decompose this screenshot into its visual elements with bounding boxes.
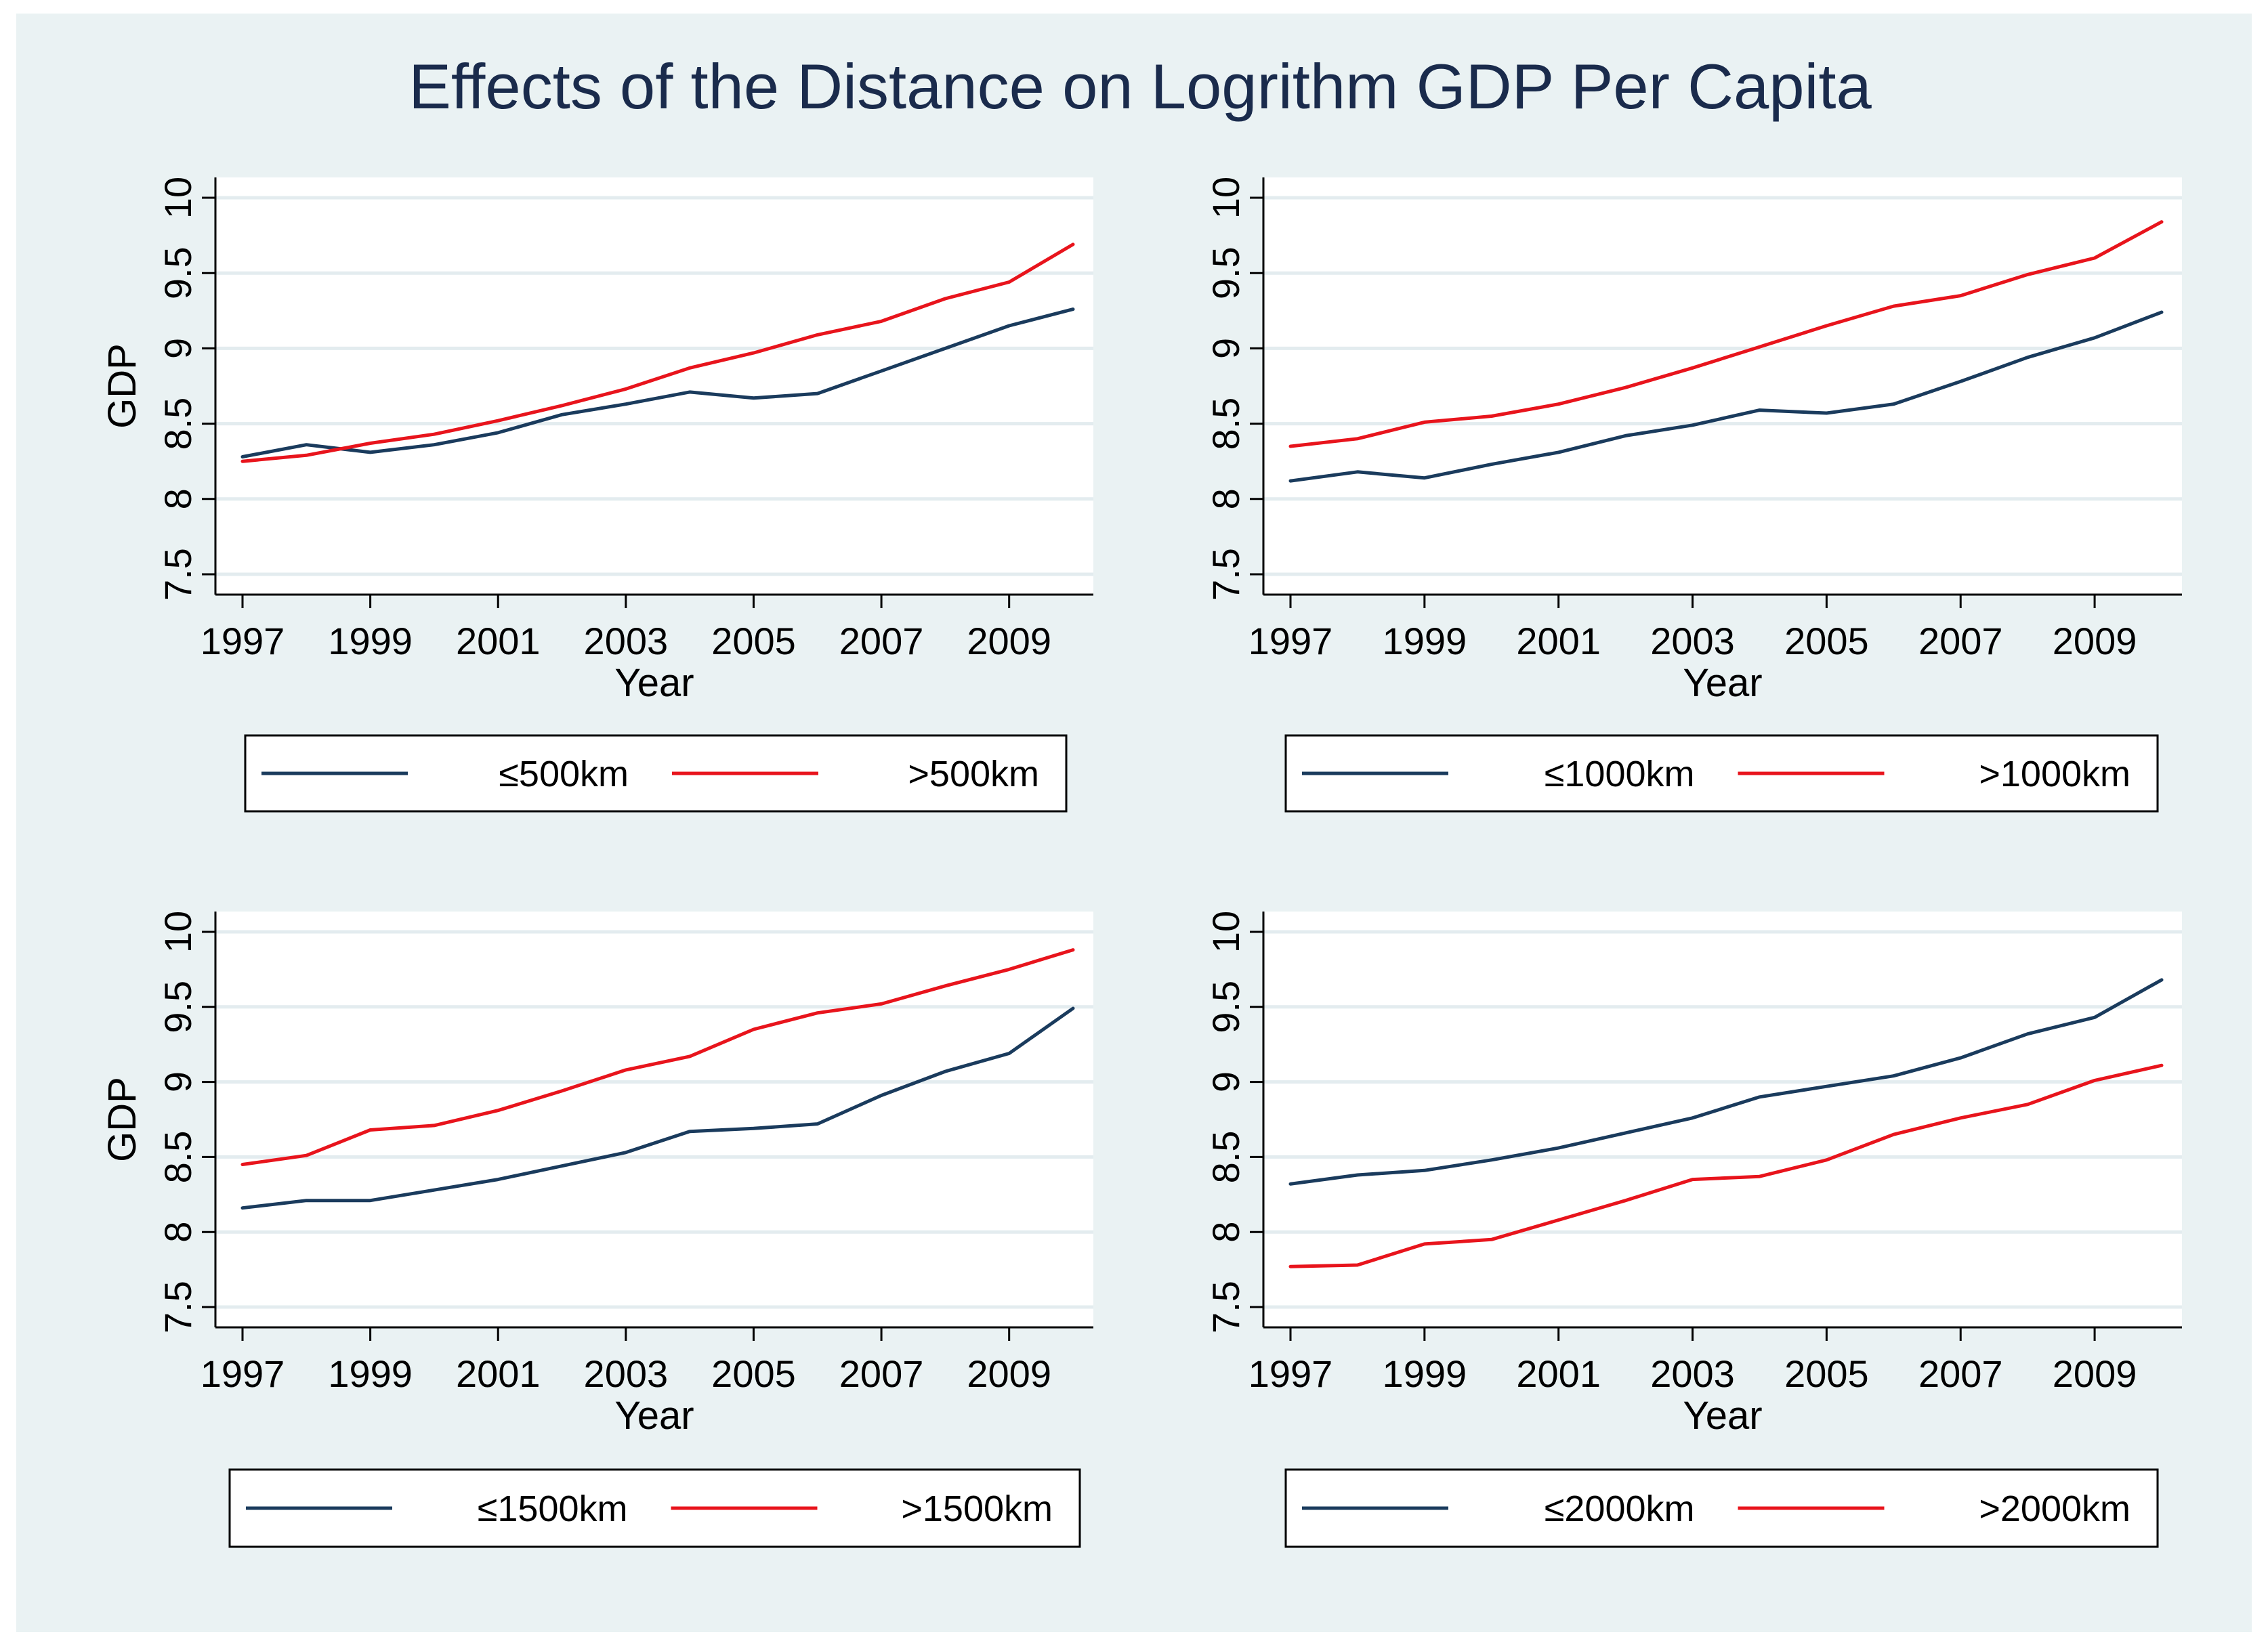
plot-area	[215, 912, 1093, 1327]
x-tick-label: 2005	[711, 620, 796, 662]
y-tick-label: 7.5	[156, 548, 199, 601]
legend-label: ≤1500km	[478, 1489, 628, 1529]
x-tick-label: 2007	[1918, 1352, 2003, 1395]
y-tick-label: 8	[1204, 488, 1247, 509]
x-axis-label: Year	[1683, 1394, 1762, 1438]
y-tick-label: 10	[1204, 911, 1247, 953]
y-tick-label: 9.5	[156, 981, 199, 1033]
series-line-far	[1288, 220, 2164, 448]
x-tick-label: 2001	[456, 1352, 541, 1395]
x-tick-label: 1999	[1383, 620, 1467, 662]
x-tick-label: 2009	[967, 1352, 1051, 1395]
x-tick-label: 2005	[711, 1352, 796, 1395]
y-tick-label: 8.5	[156, 1130, 199, 1183]
x-tick-label: 1997	[201, 620, 285, 662]
x-tick-label: 1999	[1383, 1352, 1467, 1395]
legend-label: >2000km	[1979, 1489, 2130, 1529]
plot-area	[1263, 912, 2182, 1327]
chart-panel-3: 7.5 8 8.5 9 9.5 10 1997 1999 2001 2003 2005 2007 200…	[100, 911, 1093, 1548]
y-tick-label: 7.5	[1204, 1281, 1247, 1333]
x-tick-label: 1999	[328, 620, 413, 662]
legend-box	[1284, 734, 2159, 813]
y-tick-label: 8	[156, 1222, 199, 1243]
y-tick-label: 10	[156, 911, 199, 953]
y-tick-label: 8	[1204, 1222, 1247, 1243]
y-tick-label: 8.5	[156, 398, 199, 450]
series-line-near	[240, 1006, 1075, 1210]
x-tick-label: 2003	[1650, 620, 1735, 662]
legend: ≤500km >500km	[244, 734, 1068, 813]
legend-label: ≤1000km	[1545, 754, 1695, 794]
x-tick-label: 2009	[2053, 1352, 2137, 1395]
legend-label: >1500km	[901, 1489, 1053, 1529]
y-tick-label: 8.5	[1204, 398, 1247, 450]
legend-label: >500km	[908, 754, 1039, 794]
x-tick-label: 2005	[1784, 1352, 1869, 1395]
legend: ≤1000km >1000km	[1284, 734, 2159, 813]
legend-label: ≤2000km	[1545, 1489, 1695, 1529]
y-tick-label: 9	[156, 1071, 199, 1092]
y-tick-label: 9	[1204, 338, 1247, 359]
x-tick-label: 2003	[584, 620, 669, 662]
chart-panel-2: 7.5 8 8.5 9 9.5 10 1997 1999 2001 2003 2005 2007 200…	[1204, 177, 2182, 813]
x-tick-label: 2009	[967, 620, 1051, 662]
x-axis-label: Year	[614, 1394, 694, 1438]
x-tick-label: 2001	[1516, 1352, 1601, 1395]
x-tick-label: 2007	[839, 620, 924, 662]
x-tick-label: 2005	[1784, 620, 1869, 662]
chart-panels: 7.5 8 8.5 9 9.5 10 1997 1999 2001 2003 2005 2007 200…	[100, 177, 2182, 1548]
x-tick-label: 2003	[584, 1352, 669, 1395]
y-tick-label: 9	[1204, 1071, 1247, 1092]
x-axis-label: Year	[1683, 661, 1762, 705]
x-tick-label: 1997	[201, 1352, 285, 1395]
legend: ≤1500km >1500km	[228, 1468, 1081, 1548]
series-line-near	[240, 307, 1075, 458]
x-tick-label: 2001	[1516, 620, 1601, 662]
y-axis-label: GDP	[100, 1077, 144, 1162]
x-tick-label: 2001	[456, 620, 541, 662]
x-tick-label: 1997	[1248, 620, 1333, 662]
y-tick-label: 7.5	[1204, 548, 1247, 601]
plot-area	[1263, 177, 2182, 595]
x-tick-label: 2007	[1918, 620, 2003, 662]
y-axis-label: GDP	[100, 343, 144, 429]
chart-panel-4: 7.5 8 8.5 9 9.5 10 1997 1999 2001 2003 2005 2007 200…	[1204, 911, 2182, 1548]
y-tick-label: 9.5	[156, 247, 199, 299]
legend-label: ≤500km	[499, 754, 629, 794]
figure-title: Effects of the Distance on Logrithm GDP …	[408, 51, 1872, 122]
x-tick-label: 1999	[328, 1352, 413, 1395]
y-tick-label: 8.5	[1204, 1130, 1247, 1183]
series-line-far	[240, 948, 1075, 1166]
y-tick-label: 9.5	[1204, 981, 1247, 1033]
y-tick-label: 10	[156, 177, 199, 219]
series-line-near	[1288, 310, 2164, 483]
x-tick-label: 2003	[1650, 1352, 1735, 1395]
series-line-near	[1288, 978, 2164, 1186]
y-tick-label: 9	[156, 338, 199, 359]
y-tick-label: 8	[156, 488, 199, 509]
plot-area	[215, 177, 1093, 595]
y-tick-label: 9.5	[1204, 247, 1247, 299]
x-tick-label: 2007	[839, 1352, 924, 1395]
series-line-far	[240, 242, 1075, 463]
x-tick-label: 2009	[2053, 620, 2137, 662]
y-tick-label: 7.5	[156, 1281, 199, 1333]
legend-label: >1000km	[1979, 754, 2130, 794]
x-tick-label: 1997	[1248, 1352, 1333, 1395]
series-line-far	[1288, 1063, 2164, 1268]
y-tick-label: 10	[1204, 177, 1247, 219]
chart-panel-1: 7.5 8 8.5 9 9.5 10 1997 1999 2001 2003 2005 2007 200…	[100, 177, 1093, 813]
x-axis-label: Year	[614, 661, 694, 705]
legend: ≤2000km >2000km	[1284, 1468, 2159, 1548]
